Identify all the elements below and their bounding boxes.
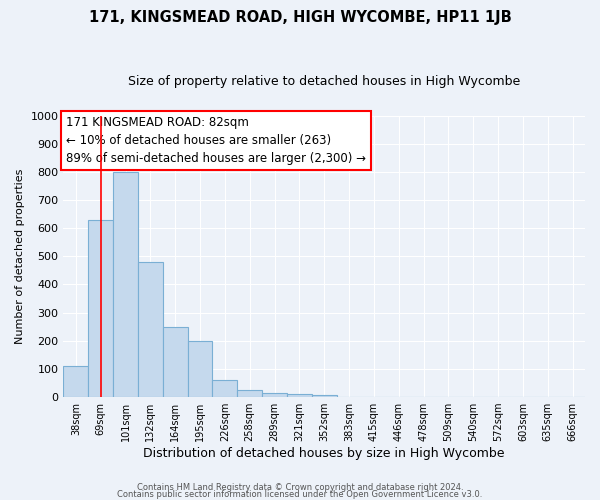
Bar	[88, 220, 113, 397]
Bar	[163, 326, 188, 397]
Title: Size of property relative to detached houses in High Wycombe: Size of property relative to detached ho…	[128, 75, 520, 88]
Text: Contains public sector information licensed under the Open Government Licence v3: Contains public sector information licen…	[118, 490, 482, 499]
Text: Contains HM Land Registry data © Crown copyright and database right 2024.: Contains HM Land Registry data © Crown c…	[137, 484, 463, 492]
Bar	[287, 394, 312, 397]
Bar	[138, 262, 163, 397]
Bar	[212, 380, 237, 397]
Bar	[237, 390, 262, 397]
Text: 171, KINGSMEAD ROAD, HIGH WYCOMBE, HP11 1JB: 171, KINGSMEAD ROAD, HIGH WYCOMBE, HP11 …	[89, 10, 511, 25]
X-axis label: Distribution of detached houses by size in High Wycombe: Distribution of detached houses by size …	[143, 447, 505, 460]
Bar	[113, 172, 138, 397]
Text: 171 KINGSMEAD ROAD: 82sqm
← 10% of detached houses are smaller (263)
89% of semi: 171 KINGSMEAD ROAD: 82sqm ← 10% of detac…	[66, 116, 366, 165]
Bar	[64, 366, 88, 397]
Bar	[312, 395, 337, 397]
Y-axis label: Number of detached properties: Number of detached properties	[15, 168, 25, 344]
Bar	[188, 341, 212, 397]
Bar	[262, 393, 287, 397]
